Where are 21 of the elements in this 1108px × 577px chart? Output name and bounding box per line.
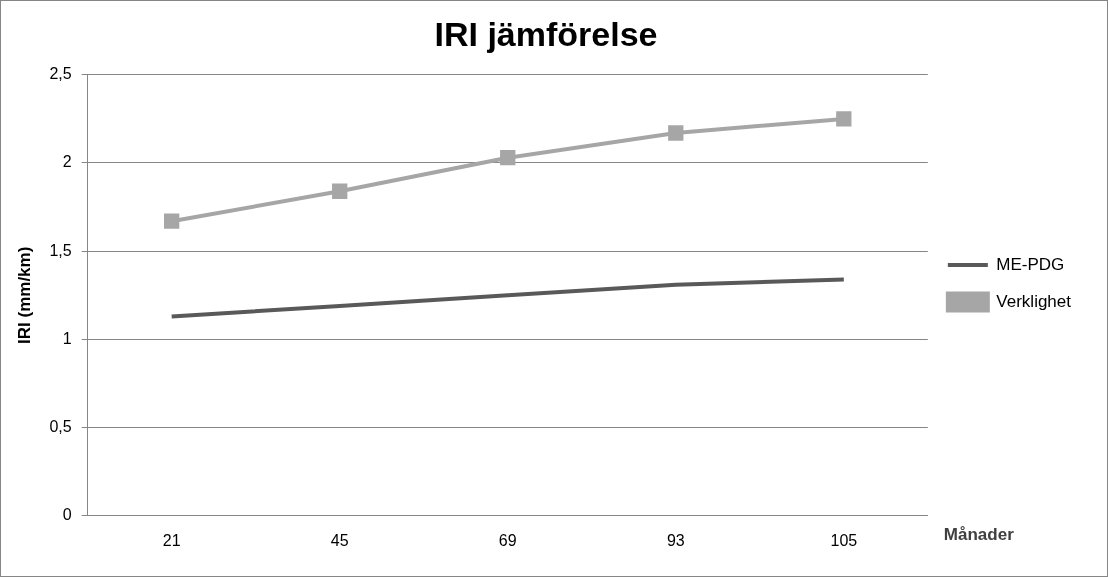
point [836, 111, 852, 127]
x-axis-title: Månader [943, 525, 1015, 545]
y-tick-label: 2,5 [49, 65, 72, 83]
y-tick-label: 1 [62, 329, 72, 347]
y-axis-title: IRI (mm/km) [14, 246, 34, 344]
y-tick-label: 2 [62, 153, 72, 171]
legend-label: Verklighet [996, 291, 1072, 311]
x-tick-label: 69 [498, 531, 517, 549]
chart-title: IRI jämförelse [434, 14, 658, 53]
point [164, 213, 180, 229]
x-tick-label: 105 [830, 531, 858, 549]
point [668, 125, 684, 141]
y-tick-label: 1,5 [49, 241, 72, 259]
point [500, 150, 516, 166]
x-tick-label: 21 [162, 531, 181, 549]
x-tick-label: 93 [666, 531, 685, 549]
x-tick-label: 45 [330, 531, 349, 549]
legend-label: ME-PDG [996, 254, 1065, 274]
y-tick-label: 0,5 [49, 418, 72, 436]
point [332, 183, 348, 199]
y-tick-label: 0 [62, 506, 72, 524]
